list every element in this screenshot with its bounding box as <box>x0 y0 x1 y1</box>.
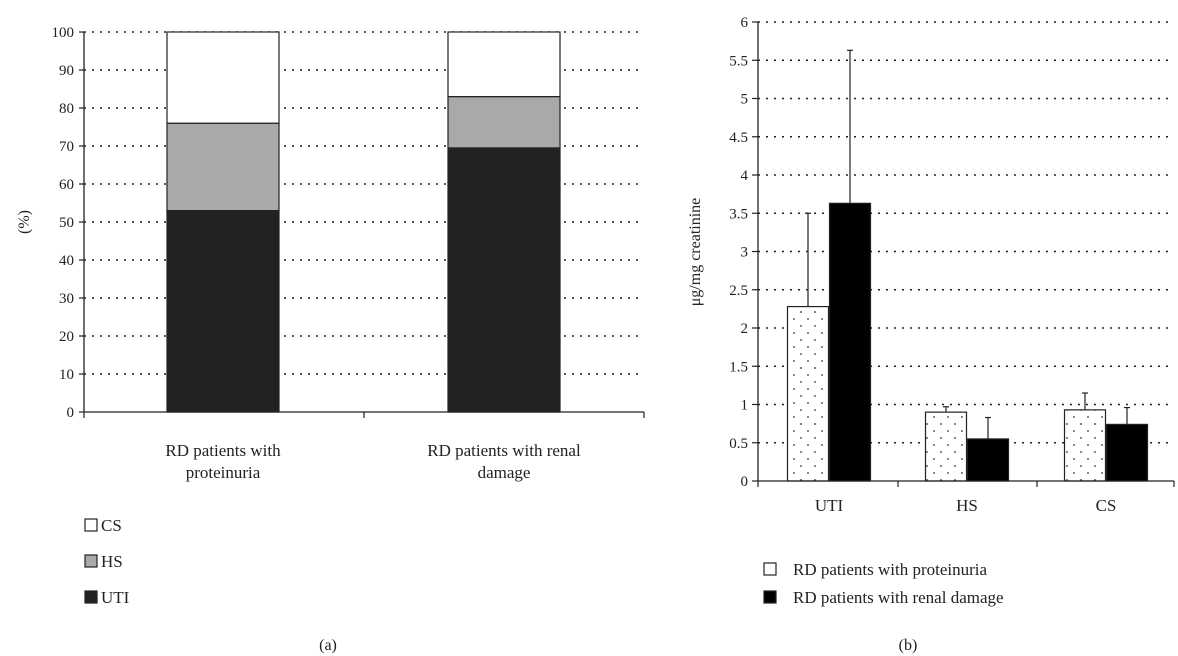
chart-a-x-category-label: proteinuria <box>186 463 261 482</box>
chart-b-legend-swatch-proteinuria <box>763 562 777 576</box>
chart-b-y-tick-label: 5 <box>741 92 749 108</box>
chart-a-y-tick-label: 80 <box>59 101 74 117</box>
chart-a-legend: CS HS UTI <box>84 516 130 607</box>
chart-a-y-label: (%) <box>16 210 33 234</box>
chart-b-y-tick-label: 4 <box>741 168 749 184</box>
chart-b-x-categories: UTI HS CS <box>815 496 1117 515</box>
chart-b-y-tick-label: 6 <box>741 15 749 31</box>
chart-b-y-tick-label: 2 <box>741 321 749 337</box>
chart-a-bar-hs-2 <box>447 95 561 149</box>
chart-b-bar-cs-renal-damage <box>1105 423 1149 482</box>
chart-a-y-ticks: 0 10 20 30 40 50 60 70 80 90 100 <box>52 25 645 421</box>
chart-b-y-ticks: 0 0.5 1 1.5 2 2.5 3 3.5 4 4.5 5 5.5 6 <box>729 15 1175 490</box>
chart-a-y-tick-label: 10 <box>59 367 74 383</box>
chart-b-y-tick-label: 0.5 <box>729 436 748 452</box>
chart-b-y-tick-label: 2.5 <box>729 283 748 299</box>
chart-a-x-category-label: RD patients with renal <box>427 441 581 460</box>
chart-b-bar-hs-proteinuria <box>924 411 968 482</box>
chart-a-y-tick-label: 30 <box>59 291 74 307</box>
chart-a-gridlines <box>84 31 644 375</box>
chart-a-y-tick-label: 20 <box>59 329 74 345</box>
chart-a-y-tick-label: 40 <box>59 253 74 269</box>
chart-a-y-tick-label: 60 <box>59 177 74 193</box>
chart-b-legend: RD patients with proteinuria RD patients … <box>763 560 1004 607</box>
chart-a-panel-label: (a) <box>319 637 337 654</box>
chart-b-bars <box>786 49 1149 482</box>
chart-a-x-category-label: damage <box>478 463 531 482</box>
chart-b-legend-swatch-renal-damage <box>763 590 777 604</box>
chart-b-legend-label-proteinuria: RD patients with proteinuria <box>793 560 988 579</box>
chart-b: 0 0.5 1 1.5 2 2.5 3 3.5 4 4.5 5 5.5 6 UTI HS CS μg/mg … <box>687 15 1175 654</box>
chart-b-y-tick-label: 3.5 <box>729 206 748 222</box>
chart-a-x-category-label: RD patients with <box>165 441 281 460</box>
chart-b-legend-label-renal-damage: RD patients with renal damage <box>793 588 1004 607</box>
legend-swatch-uti <box>84 590 98 604</box>
legend-swatch-hs <box>84 554 98 568</box>
chart-a-bar-hs-1 <box>166 122 280 212</box>
chart-b-x-category-label: HS <box>956 496 978 515</box>
legend-label-uti: UTI <box>101 588 130 607</box>
chart-a-y-tick-label: 70 <box>59 139 74 155</box>
chart-a-bar-cs-1 <box>166 31 280 124</box>
chart-b-y-label: μg/mg creatinine <box>687 198 704 307</box>
chart-b-y-tick-label: 3 <box>741 245 749 261</box>
chart-b-y-tick-label: 1.5 <box>729 359 748 375</box>
chart-a-bar-uti-1 <box>166 210 280 413</box>
chart-b-x-category-label: CS <box>1096 496 1117 515</box>
chart-a: 0 10 20 30 40 50 60 70 80 90 100 RD patients with p… <box>16 25 645 654</box>
chart-b-x-category-label: UTI <box>815 496 844 515</box>
chart-a-y-tick-label: 50 <box>59 215 74 231</box>
chart-a-x-categories: RD patients with proteinuria RD patients w… <box>165 441 581 482</box>
chart-b-bar-uti-renal-damage <box>828 202 872 482</box>
chart-a-y-tick-label: 100 <box>52 25 75 41</box>
legend-swatch-cs <box>84 518 98 532</box>
chart-a-bar-cs-2 <box>447 31 561 98</box>
chart-b-y-tick-label: 0 <box>741 474 749 490</box>
chart-a-y-tick-label: 0 <box>67 405 75 421</box>
legend-label-hs: HS <box>101 552 123 571</box>
chart-b-y-tick-label: 5.5 <box>729 53 748 69</box>
chart-b-bar-hs-renal-damage <box>966 438 1010 482</box>
chart-a-bars <box>166 31 561 413</box>
chart-b-y-tick-label: 4.5 <box>729 130 748 146</box>
chart-b-panel-label: (b) <box>899 637 918 654</box>
chart-b-y-tick-label: 1 <box>741 398 749 414</box>
chart-a-y-tick-label: 90 <box>59 63 74 79</box>
chart-b-bar-cs-proteinuria <box>1063 409 1107 482</box>
chart-b-bar-uti-proteinuria <box>786 305 830 482</box>
chart-a-bar-uti-2 <box>447 147 561 413</box>
legend-label-cs: CS <box>101 516 122 535</box>
